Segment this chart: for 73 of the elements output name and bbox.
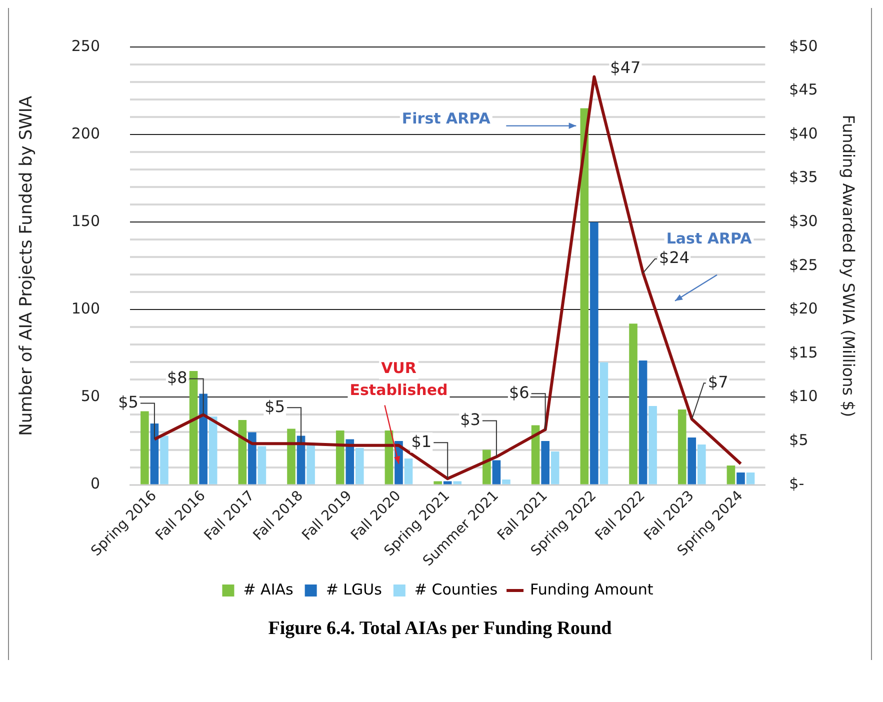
- bar: [238, 420, 247, 484]
- bar: [434, 481, 442, 484]
- annotation: Last ARPA: [666, 230, 752, 248]
- data-label: $1: [411, 432, 432, 451]
- caption: Figure 6.4. Total AIAs per Funding Round: [267, 617, 613, 641]
- bar: [199, 394, 208, 484]
- bar: [600, 362, 608, 484]
- bar: [492, 460, 501, 484]
- bar: [248, 432, 256, 484]
- bar: [258, 446, 266, 484]
- y-tick-label: 100: [71, 300, 100, 318]
- bar: [629, 324, 638, 484]
- y2-tick-label: $40: [789, 124, 818, 142]
- data-label: $5: [118, 392, 138, 412]
- bar: [746, 472, 755, 484]
- y-tick-label: 250: [71, 36, 100, 55]
- bar: [208, 416, 218, 484]
- y2-axis-title: Funding Awarded by SWIA (Millions $): [839, 114, 858, 418]
- bar: [443, 481, 452, 484]
- bar: [638, 360, 648, 484]
- bar: [287, 428, 296, 484]
- legend-label: Funding Amount: [530, 580, 654, 598]
- y2-tick-label: $25: [789, 256, 818, 274]
- y-axis-title: Number of AIA Projects Funded by SWIA: [16, 96, 37, 436]
- data-label: $47: [610, 58, 641, 77]
- data-label: $24: [659, 248, 690, 268]
- bar: [688, 437, 696, 484]
- y2-tick-label: $30: [789, 212, 818, 230]
- data-label: $5: [264, 396, 286, 416]
- y-tick-label: 50: [80, 387, 100, 406]
- bar: [580, 108, 589, 484]
- bar: [502, 480, 510, 484]
- annotation: First ARPA: [402, 110, 491, 128]
- bar: [150, 423, 159, 484]
- y2-tick-label: $10: [789, 387, 818, 406]
- legend-label: # LGUs: [326, 580, 382, 598]
- y2-tick-label: $50: [789, 36, 818, 55]
- annotation: VUR Established: [350, 359, 448, 400]
- bar: [356, 448, 364, 484]
- bar: [648, 406, 657, 484]
- bar: [296, 436, 306, 484]
- bar: [160, 436, 168, 484]
- y2-tick-label: $45: [789, 80, 818, 99]
- data-label: $6: [508, 382, 530, 402]
- bar: [698, 444, 706, 484]
- bar: [336, 430, 344, 484]
- y2-tick-label: $-: [789, 474, 804, 493]
- data-label: $7: [708, 372, 728, 392]
- bar: [726, 466, 736, 484]
- y-tick-label: 200: [71, 124, 100, 142]
- y2-tick-label: $35: [789, 168, 818, 186]
- bar: [404, 458, 413, 484]
- y2-tick-label: $5: [789, 430, 808, 449]
- bar: [678, 409, 686, 484]
- bar: [550, 452, 560, 484]
- bar: [189, 370, 198, 484]
- legend-label: # AIAs: [243, 580, 294, 598]
- bar: [531, 425, 540, 484]
- y2-tick-label: $20: [789, 300, 818, 318]
- legend-label: # Counties: [414, 580, 498, 598]
- y-tick-label: 0: [90, 474, 100, 493]
- bar: [590, 222, 598, 484]
- bar: [541, 441, 550, 484]
- bar: [346, 439, 354, 484]
- bar: [453, 481, 462, 484]
- bar: [140, 411, 149, 484]
- data-label: $3: [460, 410, 480, 429]
- y2-tick-label: $15: [789, 343, 818, 362]
- data-label: $8: [166, 368, 188, 387]
- bar: [736, 472, 745, 484]
- bar: [306, 442, 315, 484]
- y-tick-label: 150: [71, 212, 100, 230]
- bar: [482, 450, 491, 484]
